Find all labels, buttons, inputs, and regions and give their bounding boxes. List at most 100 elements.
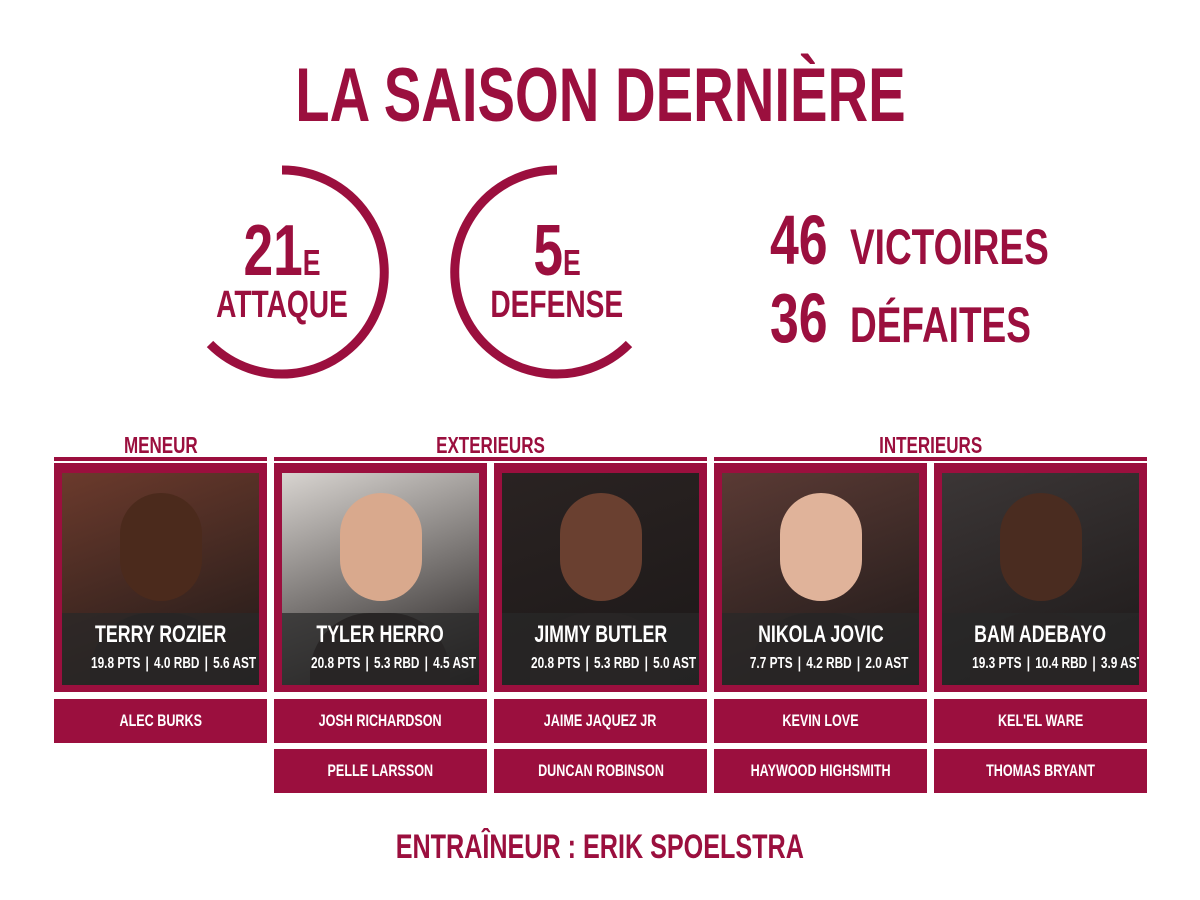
player-photo: JIMMY BUTLER 20.8 PTS | 5.3 RBD | 5.0 AST: [502, 473, 699, 685]
coach-row: ENTRAÎNEUR : ERIK SPOELSTRA: [0, 828, 1200, 867]
player-card: JIMMY BUTLER 20.8 PTS | 5.3 RBD | 5.0 AST: [494, 463, 707, 692]
player-card: BAM ADEBAYO 19.3 PTS|10.4 RBD|3.9 AST: [934, 463, 1147, 692]
player-stat: 20.8 PTS: [311, 655, 361, 672]
bench-name: ALEC BURKS: [119, 711, 202, 730]
photo-head: [560, 493, 642, 601]
player-stats: 20.8 PTS | 5.3 RBD | 4.5 AST: [311, 655, 476, 673]
group-rule: [274, 457, 707, 461]
record-row: 36 DÉFAITES: [770, 278, 1170, 358]
player-stat: 5.3 RBD: [374, 655, 420, 672]
player-stats: 19.8 PTS | 4.0 RBD | 5.6 AST: [91, 655, 256, 673]
bench-name: DUNCAN ROBINSON: [537, 761, 664, 780]
bench-player: KEVIN LOVE: [714, 699, 927, 743]
player-stat: 5.3 RBD: [594, 655, 640, 672]
player-card: TERRY ROZIER 19.8 PTS | 4.0 RBD | 5.6 AST: [54, 463, 267, 692]
player-stats-row: 19.8 PTS | 4.0 RBD | 5.6 AST: [62, 655, 259, 673]
stat-separator: |: [1092, 655, 1096, 672]
photo-head: [780, 493, 862, 601]
player-photo: TYLER HERRO 20.8 PTS | 5.3 RBD | 4.5 AST: [282, 473, 479, 685]
group-rule: [54, 457, 267, 461]
player-stat: 19.3 PTS: [972, 655, 1022, 672]
player-stat: 20.8 PTS: [531, 655, 581, 672]
player-name-row: TERRY ROZIER: [62, 621, 259, 649]
player-stats: 19.3 PTS|10.4 RBD|3.9 AST: [972, 655, 1139, 673]
stat-separator: |: [856, 655, 861, 672]
player-photo: BAM ADEBAYO 19.3 PTS|10.4 RBD|3.9 AST: [942, 473, 1139, 685]
player-name-row: JIMMY BUTLER: [502, 621, 699, 649]
player-stats-row: 19.3 PTS|10.4 RBD|3.9 AST: [942, 655, 1139, 673]
player-name: JIMMY BUTLER: [534, 621, 667, 648]
stat-separator: |: [585, 655, 589, 672]
rank-number-wrap: 21E: [243, 215, 320, 299]
ring-attack: [206, 165, 389, 379]
bench-player: THOMAS BRYANT: [934, 749, 1147, 793]
rank-row: 5E: [457, 215, 657, 299]
player-caption: TERRY ROZIER 19.8 PTS | 4.0 RBD | 5.6 AST: [62, 613, 259, 685]
bench-player: ALEC BURKS: [54, 699, 267, 743]
player-caption: JIMMY BUTLER 20.8 PTS | 5.3 RBD | 5.0 AST: [502, 613, 699, 685]
title: LA SAISON DERNIÈRE: [294, 53, 906, 138]
player-card: TYLER HERRO 20.8 PTS | 5.3 RBD | 4.5 AST: [274, 463, 487, 692]
group-label: EXTERIEURS: [436, 432, 545, 458]
photo-head: [120, 493, 202, 601]
bench-player: JOSH RICHARDSON: [274, 699, 487, 743]
rank-number: 21: [243, 211, 303, 291]
bench-player: HAYWOOD HIGHSMITH: [714, 749, 927, 793]
player-stat: 4.2 RBD: [806, 655, 852, 672]
player-name-row: TYLER HERRO: [282, 621, 479, 649]
player-stats-row: 7.7 PTS | 4.2 RBD | 2.0 AST: [722, 655, 919, 673]
photo-head: [1000, 493, 1082, 601]
rank-label: ATTAQUE: [216, 284, 348, 326]
rank-suffix: E: [562, 242, 581, 283]
player-card: NIKOLA JOVIC 7.7 PTS | 4.2 RBD | 2.0 AST: [714, 463, 927, 692]
group-header: MENEUR: [54, 432, 267, 459]
player-stats: 7.7 PTS | 4.2 RBD | 2.0 AST: [750, 655, 909, 673]
record-count: 36: [770, 279, 828, 357]
bench-name: PELLE LARSSON: [327, 761, 434, 780]
rank-row: 21E: [182, 215, 382, 299]
rank-number: 5: [533, 211, 563, 291]
player-name: BAM ADEBAYO: [974, 621, 1107, 648]
player-name-row: NIKOLA JOVIC: [722, 621, 919, 649]
rank-label-row: ATTAQUE: [182, 284, 382, 327]
group-label: INTERIEURS: [878, 432, 983, 458]
bench-name: JOSH RICHARDSON: [318, 711, 443, 730]
player-caption: TYLER HERRO 20.8 PTS | 5.3 RBD | 4.5 AST: [282, 613, 479, 685]
player-stat: 4.0 RBD: [154, 655, 200, 672]
coach: ENTRAÎNEUR : ERIK SPOELSTRA: [395, 828, 805, 866]
player-stat: 3.9 AST: [1100, 655, 1139, 672]
record-row: 46 VICTOIRES: [770, 200, 1170, 280]
player-name-row: BAM ADEBAYO: [942, 621, 1139, 649]
stat-separator: |: [204, 655, 208, 672]
bench-name: HAYWOOD HIGHSMITH: [750, 761, 891, 780]
stat-separator: |: [1026, 655, 1031, 672]
player-caption: BAM ADEBAYO 19.3 PTS|10.4 RBD|3.9 AST: [942, 613, 1139, 685]
stat-separator: |: [145, 655, 149, 672]
title-row: LA SAISON DERNIÈRE: [0, 52, 1200, 139]
player-stat: 5.6 AST: [213, 655, 257, 672]
record-count: 46: [770, 201, 828, 279]
player-stat: 19.8 PTS: [91, 655, 141, 672]
rank-label-row: DEFENSE: [457, 284, 657, 327]
bench-player: DUNCAN ROBINSON: [494, 749, 707, 793]
player-stats: 20.8 PTS | 5.3 RBD | 5.0 AST: [531, 655, 696, 673]
bench-player: PELLE LARSSON: [274, 749, 487, 793]
player-stat: 2.0 AST: [865, 655, 909, 672]
bench-name: KEL'EL WARE: [997, 711, 1084, 730]
player-stats-row: 20.8 PTS | 5.3 RBD | 4.5 AST: [282, 655, 479, 673]
stat-separator: |: [644, 655, 648, 672]
group-rule: [714, 457, 1147, 461]
rank-suffix: E: [302, 242, 321, 283]
stat-separator: |: [797, 655, 802, 672]
player-name: NIKOLA JOVIC: [757, 621, 884, 648]
player-photo: TERRY ROZIER 19.8 PTS | 4.0 RBD | 5.6 AST: [62, 473, 259, 685]
player-stat: 4.5 AST: [433, 655, 477, 672]
group-header: INTERIEURS: [714, 432, 1147, 459]
stat-separator: |: [424, 655, 428, 672]
bench-name: JAIME JAQUEZ JR: [544, 711, 657, 730]
player-name: TYLER HERRO: [316, 621, 445, 648]
rank-number-wrap: 5E: [533, 215, 580, 299]
group-header: EXTERIEURS: [274, 432, 707, 459]
